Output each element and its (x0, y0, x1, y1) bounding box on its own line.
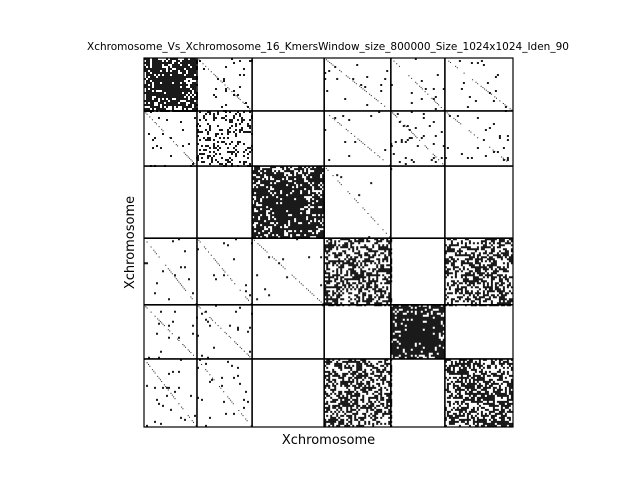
heatmap-cells (444, 112, 509, 162)
heatmap-block-3-5 (444, 238, 513, 307)
heatmap-block-2-2 (252, 166, 325, 239)
x-axis-label: Xchromosome (282, 433, 375, 448)
heatmap-block-5-1 (197, 358, 252, 427)
heatmap-cells (197, 111, 253, 167)
y-axis-label: Xchromosome (123, 196, 138, 289)
heatmap-block-1-1 (197, 111, 253, 167)
heatmap-cells (448, 60, 513, 112)
heatmap-cells (390, 304, 445, 359)
heatmap-cells (145, 111, 198, 167)
heatmap-block-3-2 (252, 238, 325, 307)
heatmap-cells (444, 238, 513, 307)
heatmap-cells (324, 358, 393, 427)
heatmap-block-4-4 (390, 304, 445, 359)
plot-frame (143, 57, 514, 428)
plot-area (143, 57, 514, 428)
heatmap-blocks (144, 58, 513, 427)
heatmap-block-0-0 (144, 58, 198, 112)
heatmap-cells (198, 58, 253, 112)
heatmap-block-3-3 (324, 238, 393, 307)
heatmap-cells (252, 238, 325, 307)
heatmap-cells (197, 358, 252, 427)
heatmap-block-0-5 (448, 60, 513, 112)
heatmap-block-0-1 (198, 58, 253, 112)
heatmap-cells (444, 358, 513, 427)
heatmap-cells (324, 238, 393, 307)
heatmap-block-1-5 (444, 112, 509, 162)
heatmap-block-5-5 (444, 358, 513, 427)
heatmap-block-1-0 (145, 111, 198, 167)
heatmap-cells (252, 166, 325, 239)
chart-title: Xchromosome_Vs_Xchromosome_16_KmersWindo… (87, 41, 569, 53)
heatmap-block-5-3 (324, 358, 393, 427)
block-grid (144, 58, 513, 427)
heatmap-cells (144, 58, 198, 112)
